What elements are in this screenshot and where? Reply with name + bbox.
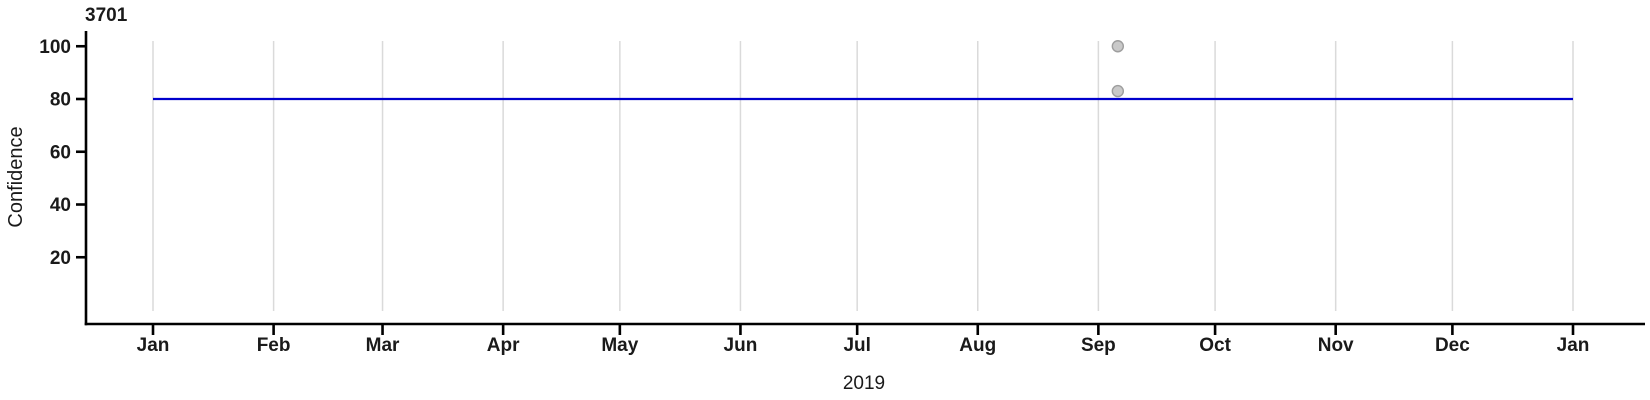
x-tick-label: Feb [257,335,291,356]
data-series-layer [153,40,1573,101]
x-tick-label: Dec [1435,335,1470,356]
y-tick-label: 20 [50,248,71,269]
x-tick-label: Mar [366,335,400,356]
axes-layer [76,31,1645,335]
x-axis-title: 2019 [843,373,885,394]
y-tick-label: 60 [50,142,71,163]
tick-labels-layer: 20 40 60 80 100 Jan Feb Mar Apr May Jun Jul Aug Sep Oc… [39,37,1589,356]
y-tick-label: 80 [50,90,71,111]
x-tick-label: Jan [1557,335,1590,356]
data-point [1111,84,1125,98]
x-tick-label: Nov [1318,335,1354,356]
y-axis-title: Confidence [5,126,27,227]
y-tick-label: 40 [50,195,71,216]
gridlines-layer [152,41,1574,311]
x-tick-label: Aug [959,335,996,356]
x-tick-label: Apr [487,335,520,356]
y-tick-label: 100 [39,37,71,58]
x-tick-label: Sep [1081,335,1116,356]
chart-title: 3701 [85,5,128,26]
x-tick-label: Oct [1199,335,1231,356]
data-point [1111,40,1125,53]
x-tick-label: Jul [843,335,870,356]
x-tick-label: Jan [137,335,170,356]
x-tick-label: Jun [724,335,758,356]
x-tick-label: May [601,335,638,356]
